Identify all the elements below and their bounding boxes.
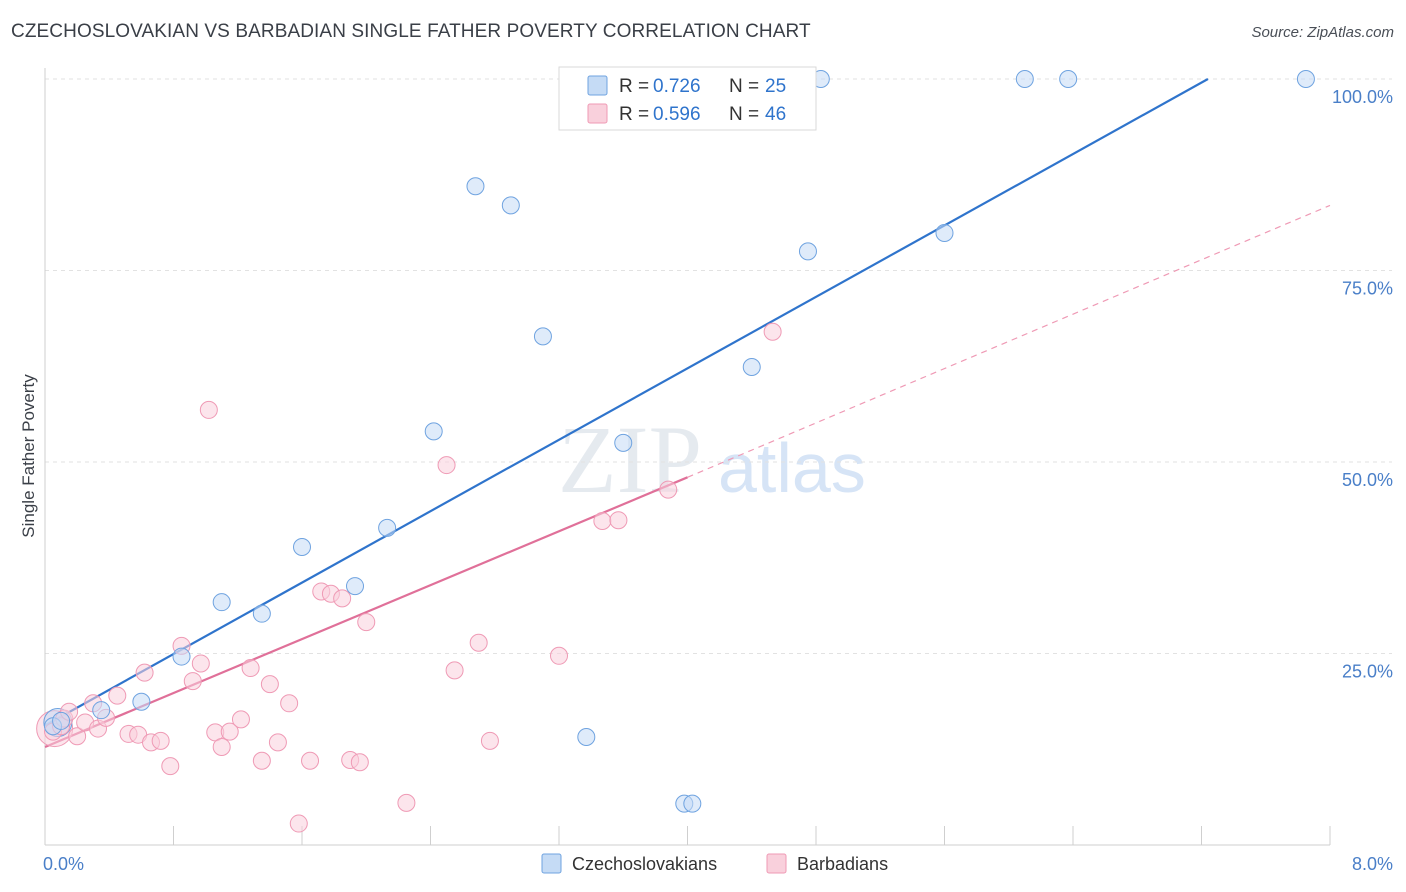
data-point-czechoslovakians: [52, 711, 71, 730]
data-point-barbadians: [350, 753, 369, 772]
watermark-zip: ZIP: [558, 406, 702, 513]
legend-item-czech: Czechoslovakians: [572, 854, 717, 874]
data-point-czechoslovakians: [346, 577, 365, 596]
chart-title: CZECHOSLOVAKIAN VS BARBADIAN SINGLE FATH…: [11, 21, 811, 42]
data-point-czechoslovakians: [935, 223, 954, 242]
y-axis-label: Single Father Poverty: [19, 374, 38, 538]
data-point-czechoslovakians: [1015, 70, 1034, 88]
data-point-barbadians: [289, 814, 308, 833]
legend-row-barb: R = 0.596 N = 46: [587, 103, 786, 125]
legend-n-label: N =: [729, 104, 759, 125]
data-point-barbadians: [183, 672, 202, 691]
gridlines: [45, 78, 1392, 654]
data-point-czechoslovakians: [501, 196, 520, 215]
data-point-barbadians: [161, 757, 180, 776]
data-point-czechoslovakians: [1296, 70, 1315, 88]
data-point-czechoslovakians: [252, 604, 271, 623]
data-point-barbadians: [333, 589, 352, 608]
data-point-barbadians: [108, 686, 127, 705]
legend-top: R = 0.726 N = 25 R = 0.596 N = 46: [558, 66, 817, 131]
watermark-atlas: atlas: [718, 429, 866, 507]
data-point-barbadians: [593, 511, 612, 530]
data-point-czechoslovakians: [614, 433, 633, 452]
data-point-czechoslovakians: [466, 177, 485, 196]
y-tick-labels: 25.0% 50.0% 75.0% 100.0%: [1332, 87, 1393, 682]
watermark: ZIP atlas: [558, 406, 866, 513]
y-tick-label: 75.0%: [1342, 279, 1393, 299]
data-point-barbadians: [199, 400, 218, 419]
data-point-czechoslovakians: [1059, 70, 1078, 88]
legend-item-barb: Barbadians: [797, 854, 888, 874]
trend-line-czechoslovakians: [44, 78, 1209, 727]
data-point-czechoslovakians: [293, 538, 311, 557]
y-tick-label: 50.0%: [1342, 470, 1393, 490]
data-point-czechoslovakians: [378, 518, 397, 537]
axes: [44, 68, 1331, 846]
data-point-barbadians: [260, 675, 279, 694]
x-tick-label: 0.0%: [43, 854, 84, 874]
data-point-barbadians: [550, 646, 568, 665]
x-tick-labels: 0.0% 8.0%: [43, 854, 1393, 874]
data-point-czechoslovakians: [424, 422, 443, 441]
data-point-barbadians: [445, 661, 464, 680]
data-point-czechoslovakians: [683, 794, 702, 813]
data-point-barbadians: [151, 731, 170, 750]
data-point-barbadians: [397, 793, 416, 812]
legend-r-label: R =: [619, 76, 649, 97]
data-point-barbadians: [437, 456, 456, 475]
data-point-czechoslovakians: [212, 593, 231, 612]
legend-r-value: 0.726: [653, 76, 701, 97]
data-point-barbadians: [763, 322, 782, 341]
legend-r-value: 0.596: [653, 104, 701, 125]
legend-bottom: Czechoslovakians Barbadians: [541, 853, 888, 874]
data-point-czechoslovakians: [132, 692, 151, 711]
data-point-barbadians: [659, 480, 678, 499]
legend-r-label: R =: [619, 104, 649, 125]
x-tick-label: 8.0%: [1352, 854, 1393, 874]
legend-n-label: N =: [729, 76, 759, 97]
data-point-czechoslovakians: [577, 727, 596, 746]
data-point-barbadians: [357, 613, 376, 632]
data-point-barbadians: [609, 511, 628, 530]
data-point-barbadians: [191, 654, 210, 673]
data-point-barbadians: [252, 751, 271, 770]
trend-lines: [44, 78, 1331, 748]
data-point-barbadians: [301, 751, 320, 770]
data-point-czechoslovakians: [92, 701, 111, 720]
legend-swatch-czech: [541, 853, 562, 874]
data-point-barbadians: [469, 633, 488, 652]
data-point-barbadians: [68, 727, 87, 746]
trend-line-barbadians-extension: [687, 204, 1331, 478]
y-tick-label: 100.0%: [1332, 87, 1393, 107]
trend-line-barbadians: [44, 476, 688, 748]
data-point-czechoslovakians: [172, 647, 191, 666]
legend-swatch-barb: [587, 103, 608, 124]
legend-swatch-barb: [766, 853, 787, 874]
data-point-barbadians: [241, 659, 260, 678]
legend-n-value: 25: [765, 76, 786, 97]
data-point-barbadians: [135, 663, 154, 682]
data-point-czechoslovakians: [798, 242, 817, 261]
data-point-czechoslovakians: [533, 327, 552, 346]
data-points: [36, 70, 1315, 833]
y-tick-label: 25.0%: [1342, 662, 1393, 682]
data-point-barbadians: [231, 710, 250, 729]
legend-swatch-czech: [587, 75, 608, 96]
data-point-barbadians: [480, 731, 499, 750]
data-point-barbadians: [212, 737, 231, 756]
legend-row-czech: R = 0.726 N = 25: [587, 75, 786, 97]
data-point-barbadians: [280, 694, 299, 713]
source-label: Source: ZipAtlas.com: [1251, 24, 1394, 41]
data-point-barbadians: [268, 733, 287, 752]
data-point-barbadians: [220, 722, 239, 741]
legend-n-value: 46: [765, 104, 786, 125]
data-point-czechoslovakians: [742, 358, 761, 377]
